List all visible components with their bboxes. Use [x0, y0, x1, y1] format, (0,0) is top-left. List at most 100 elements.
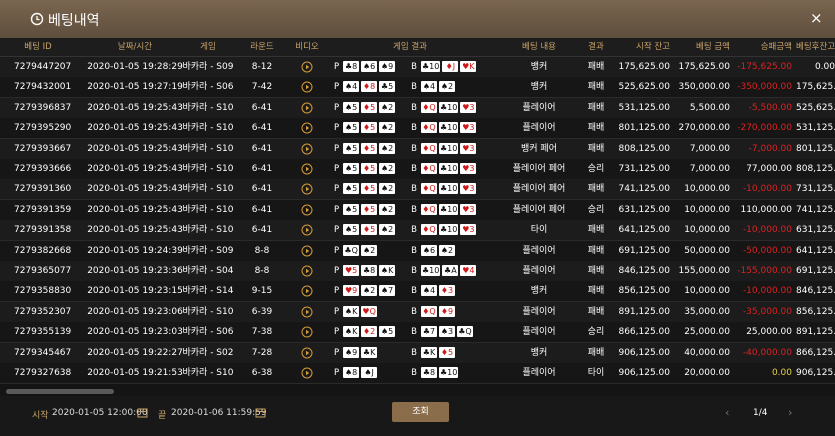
cell-start: 906,125.00	[618, 368, 670, 378]
table-row: 7279391359 2020-01-05 19:25:43 바카라 - S10 6-…	[0, 199, 835, 221]
video-button[interactable]	[301, 102, 313, 114]
cell-amount: 350,000.00	[678, 82, 730, 93]
side-label: B	[411, 306, 417, 317]
cell-winloss: -35,000.00	[742, 306, 792, 317]
cell-after: 175,625.00	[796, 82, 835, 93]
cell-result: 패배	[587, 82, 605, 93]
cards: ♠8 ♠J	[343, 363, 405, 383]
close-button[interactable]: ×	[810, 9, 823, 27]
side-label: P	[334, 368, 340, 378]
card: ♠2	[438, 244, 455, 256]
cell-amount: 5,500.00	[689, 102, 730, 113]
game-result: P ♠5 ♦5 ♠2 B ♦Q ♣10 ♥3	[334, 98, 494, 118]
calendar-icon[interactable]	[137, 407, 148, 418]
cell-game: 바카라 - S06	[182, 327, 234, 338]
cell-game: 바카라 - S02	[182, 347, 234, 358]
cell-datetime: 2020-01-05 19:23:03	[87, 327, 183, 338]
cell-id: 7279327638	[14, 368, 72, 378]
cell-start: 856,125.00	[618, 286, 670, 297]
card: ♠4	[343, 81, 360, 93]
card: ♣10	[438, 183, 459, 195]
table-row: 7279396837 2020-01-05 19:25:43 바카라 - S10 6-…	[0, 97, 835, 119]
cell-result: 패배	[587, 245, 605, 256]
card: ♣7	[420, 326, 437, 338]
end-date[interactable]: 2020-01-06 11:59:59	[171, 408, 267, 418]
cell-winloss: -40,000.00	[742, 347, 792, 358]
side-label: B	[411, 123, 417, 134]
card: ♦9	[438, 305, 455, 317]
cards: ♣8 ♣10	[420, 363, 491, 383]
video-button[interactable]	[301, 122, 313, 134]
cell-id: 7279396837	[14, 102, 72, 113]
video-button[interactable]	[301, 265, 313, 277]
side-label: P	[334, 62, 340, 72]
prev-page[interactable]: ‹	[725, 406, 730, 419]
cell-bet: 뱅커	[530, 82, 548, 93]
cell-amount: 10,000.00	[684, 225, 730, 236]
card: ♠2	[438, 81, 455, 93]
start-date[interactable]: 2020-01-05 12:00:00	[52, 408, 148, 418]
cell-bet: 뱅커	[530, 62, 548, 72]
column-header: 베팅 내용	[522, 42, 556, 52]
card: ♦5	[361, 203, 378, 215]
game-result: P ♠9 ♣K B ♣K ♦5	[334, 343, 494, 363]
card: ♠5	[343, 203, 360, 215]
column-header: 시작 잔고	[636, 42, 670, 52]
card: ♠2	[361, 244, 378, 256]
card: ♠9	[379, 61, 396, 72]
side-label: B	[411, 327, 417, 338]
cell-datetime: 2020-01-05 19:25:43	[87, 143, 183, 154]
card: ♥3	[460, 224, 477, 236]
cell-datetime: 2020-01-05 19:25:43	[87, 225, 183, 236]
cell-start: 846,125.00	[618, 266, 670, 276]
video-button[interactable]	[301, 61, 313, 73]
cell-after: 641,125.00	[796, 245, 835, 256]
card: ♠K	[343, 326, 360, 338]
start-label: 시작	[32, 411, 49, 421]
cell-id: 7279355139	[14, 327, 72, 338]
card: ♣10	[438, 101, 459, 113]
card: ♣10	[438, 122, 459, 134]
side-label: B	[411, 62, 417, 72]
card: ♥9	[343, 285, 360, 297]
next-page[interactable]: ›	[788, 406, 793, 419]
card: ♠2	[379, 224, 396, 236]
side-label: B	[411, 102, 417, 113]
cell-game: 바카라 - S10	[182, 164, 234, 174]
card: ♠6	[420, 244, 437, 256]
video-button[interactable]	[301, 245, 313, 257]
video-button[interactable]	[301, 204, 313, 216]
cell-id: 7279447207	[14, 62, 72, 72]
video-button[interactable]	[301, 183, 313, 195]
video-button[interactable]	[301, 347, 313, 359]
cell-game: 바카라 - S10	[182, 204, 234, 215]
card: ♣K	[361, 346, 378, 358]
video-button[interactable]	[301, 224, 313, 236]
video-button[interactable]	[301, 285, 313, 297]
column-header: 날짜/시간	[117, 42, 153, 52]
card: ♣10	[420, 61, 441, 72]
card: ♦Q	[420, 122, 437, 134]
card: ♥5	[343, 265, 360, 276]
cell-winloss: 25,000.00	[746, 327, 792, 338]
search-button[interactable]: 조회	[392, 402, 449, 422]
video-button[interactable]	[301, 163, 313, 175]
cell-id: 7279391358	[14, 225, 72, 236]
game-result: P ♠K ♦2 ♠5 B ♣7 ♠3 ♣Q	[334, 322, 494, 342]
video-button[interactable]	[301, 143, 313, 155]
card: ♥3	[460, 101, 477, 113]
video-button[interactable]	[301, 367, 313, 379]
video-button[interactable]	[301, 81, 313, 93]
calendar-icon[interactable]	[255, 407, 266, 418]
scrollbar[interactable]	[6, 389, 114, 394]
cell-id: 7279393666	[14, 164, 72, 174]
cell-game: 바카라 - S10	[182, 184, 234, 195]
cards: ♠4 ♦3	[420, 281, 491, 301]
cell-bet: 타이	[530, 225, 548, 236]
card: ♦Q	[420, 163, 437, 174]
video-button[interactable]	[301, 326, 313, 338]
video-button[interactable]	[301, 306, 313, 318]
cards: ♦Q ♣10 ♥3	[420, 200, 491, 220]
cell-game: 바카라 - S04	[182, 266, 234, 276]
cell-id: 7279395290	[14, 123, 72, 134]
